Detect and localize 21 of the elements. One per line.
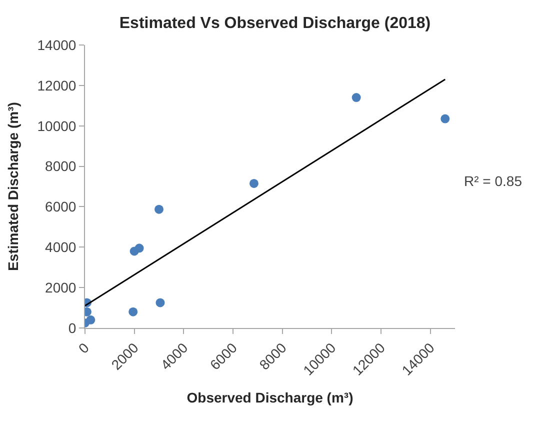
- x-tick-label: 0: [75, 339, 92, 356]
- point: [156, 298, 165, 308]
- y-tick-label: 12000: [37, 77, 76, 94]
- point: [154, 204, 164, 214]
- chart-title: Estimated Vs Observed Discharge (2018): [119, 15, 431, 32]
- x-axis-title: Observed Discharge (m³): [186, 390, 354, 406]
- point: [86, 315, 96, 324]
- y-tick-label: 6000: [45, 198, 76, 215]
- point: [352, 93, 361, 102]
- y-tick-label: 4000: [45, 239, 76, 256]
- point: [134, 244, 144, 253]
- y-tick-label: 14000: [37, 36, 76, 53]
- y-tick-label: 0: [68, 320, 76, 336]
- point: [128, 307, 138, 316]
- text: R² = 0.85: [464, 173, 522, 189]
- y-tick-label: 2000: [45, 279, 76, 296]
- y-tick-label: 10000: [37, 118, 76, 134]
- y-tick-label: 8000: [45, 158, 76, 174]
- point: [249, 178, 258, 188]
- y-axis-title: Estimated Discharge (m³): [4, 102, 21, 271]
- point: [440, 114, 450, 124]
